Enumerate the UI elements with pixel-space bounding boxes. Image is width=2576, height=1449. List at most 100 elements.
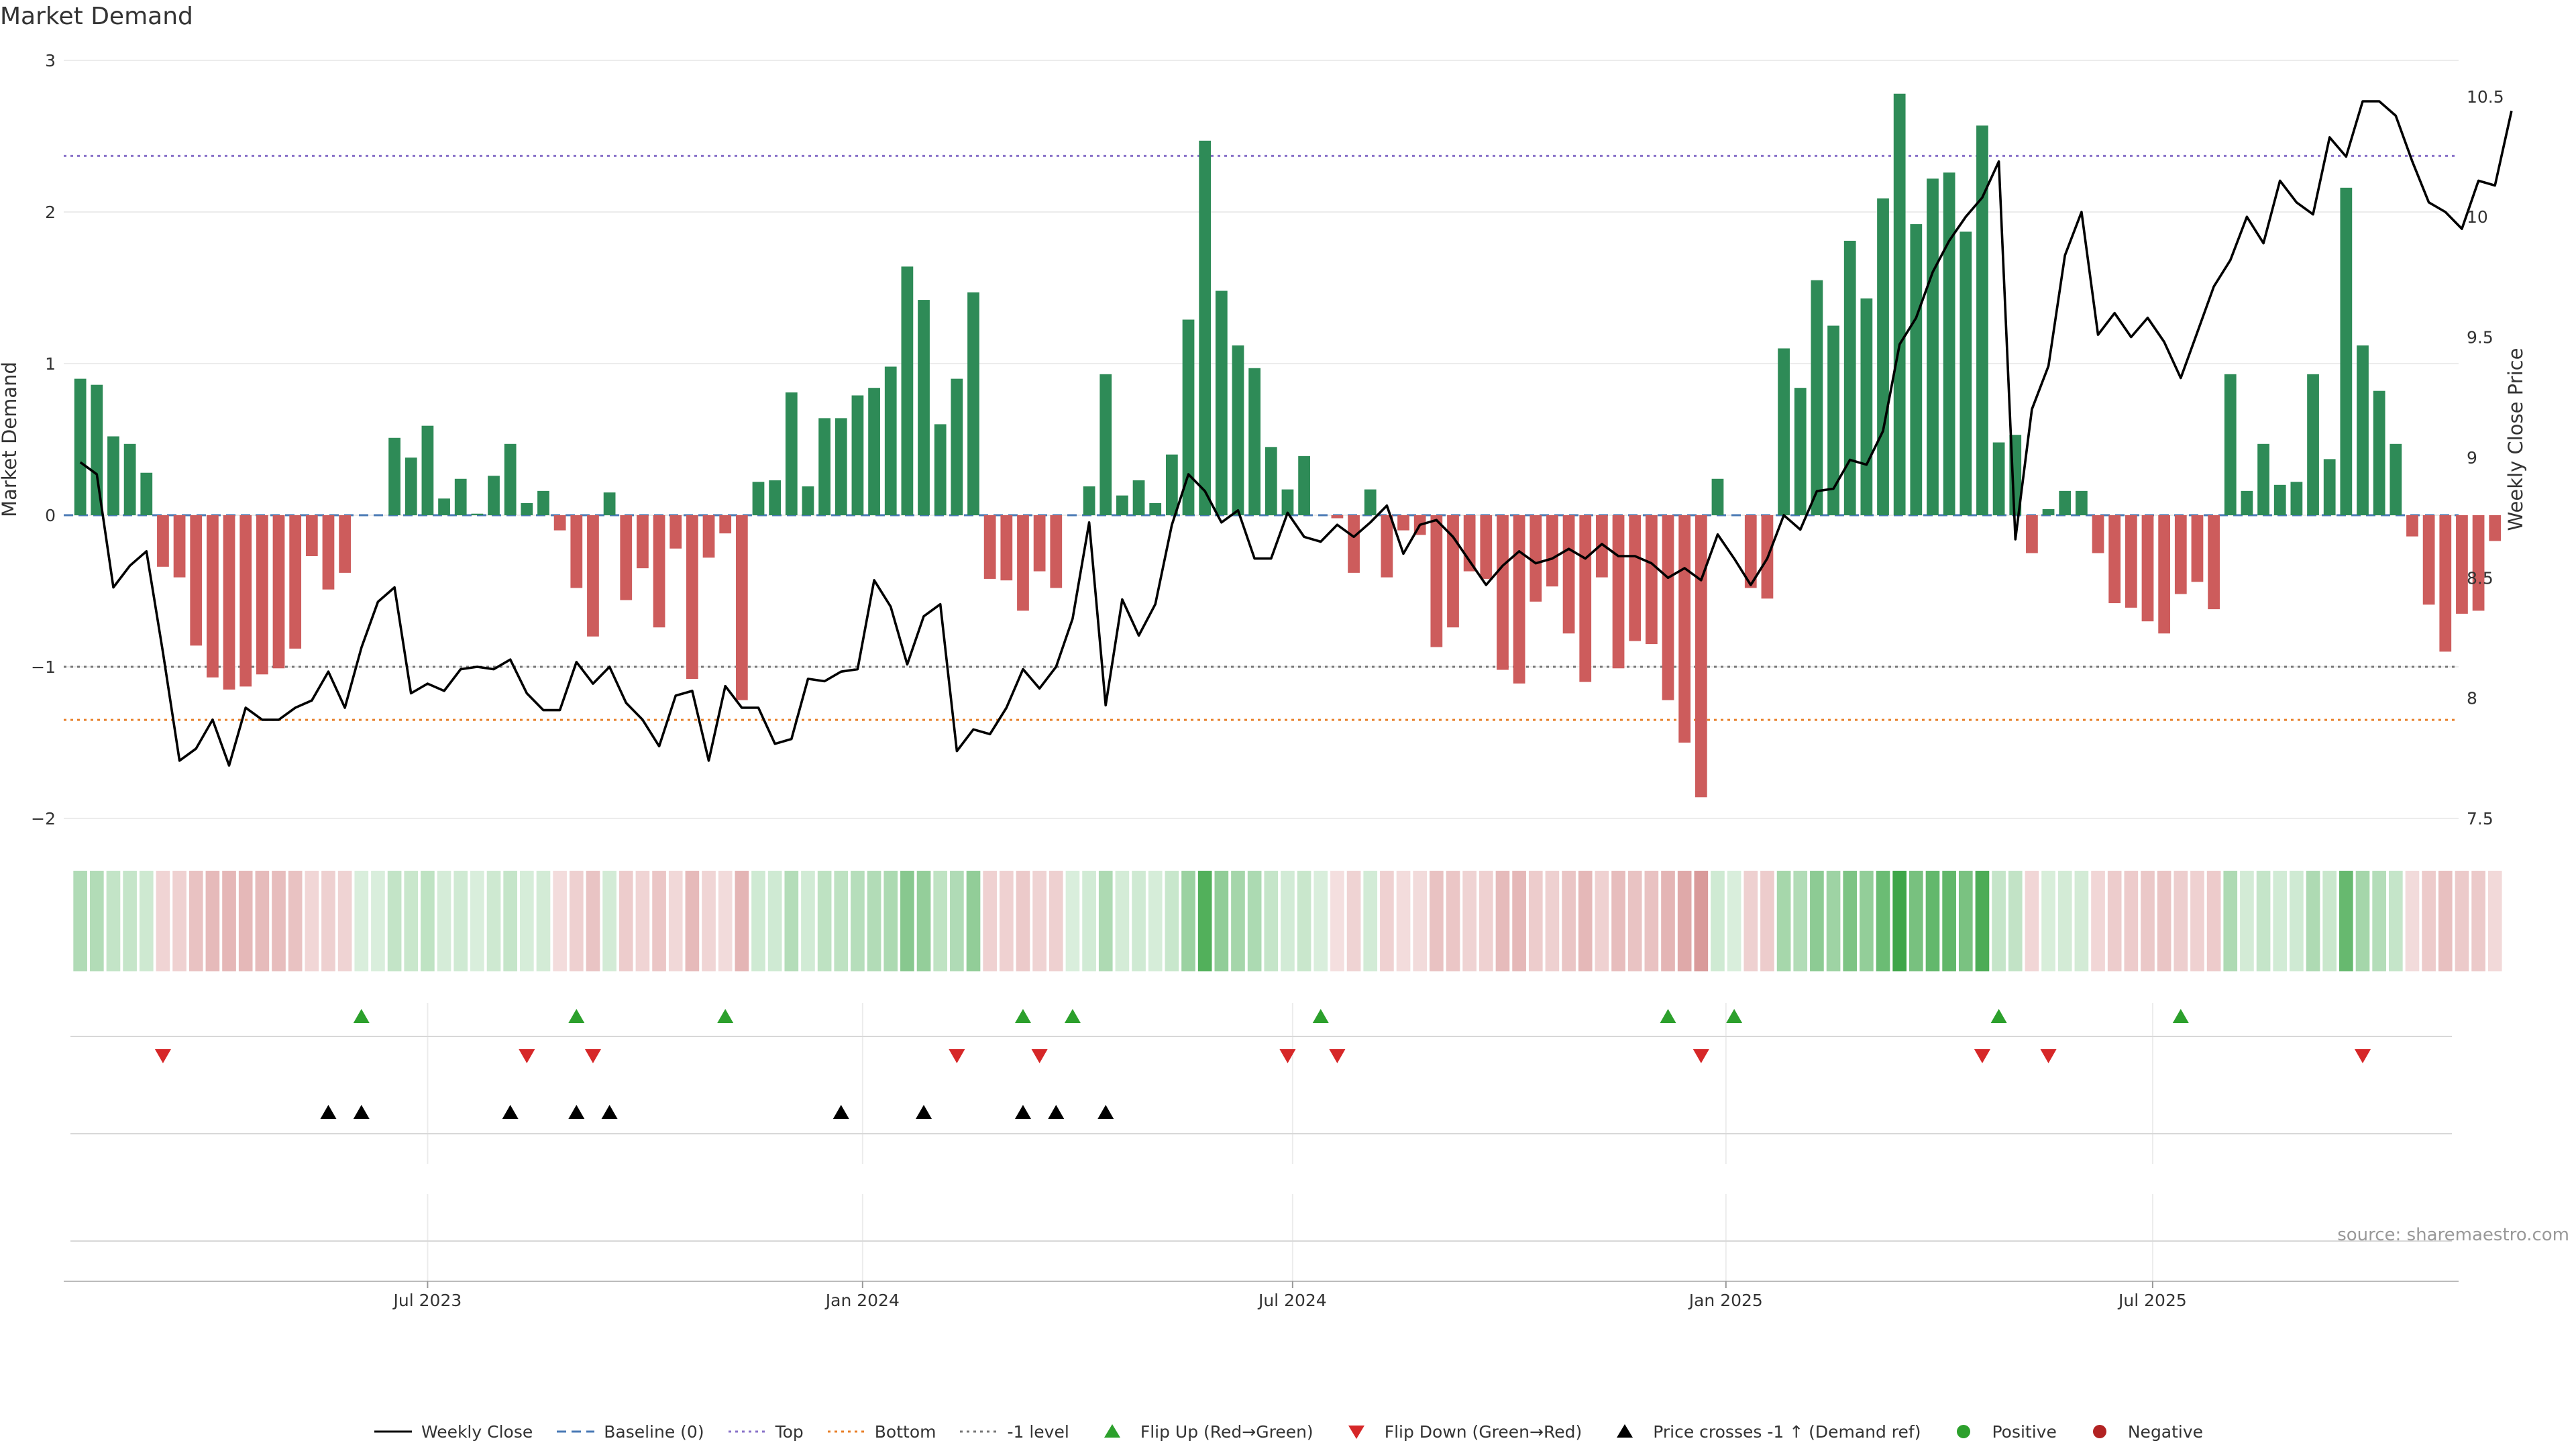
flip-up-marker: [353, 1009, 370, 1023]
demand-bar: [2307, 374, 2319, 515]
heat-cell: [635, 871, 650, 971]
demand-bar: [1860, 298, 1873, 515]
demand-bar: [851, 395, 864, 515]
demand-bar: [1877, 198, 1889, 515]
demand-bar: [504, 443, 517, 515]
heat-cell: [1694, 871, 1709, 971]
heat-cell: [883, 871, 898, 971]
heat-cell: [453, 871, 468, 971]
flip-down-marker: [2355, 1049, 2371, 1063]
demand-bar: [2042, 508, 2055, 515]
heat-cell: [1032, 871, 1046, 971]
demand-bar: [1596, 515, 1608, 578]
demand-bar: [272, 515, 285, 669]
heat-cell: [2074, 871, 2089, 971]
demand-bar: [785, 392, 798, 515]
heat-cell: [2256, 871, 2271, 971]
legend-label: Flip Up (Red→Green): [1140, 1421, 1313, 1442]
heat-cell: [668, 871, 683, 971]
heat-cell: [2372, 871, 2386, 971]
heat-cell: [2240, 871, 2254, 971]
demand-bar: [884, 366, 897, 515]
legend: Weekly Close Baseline (0) Top Bottom -1 leve…: [0, 1418, 2576, 1445]
heat-cell: [1446, 871, 1460, 971]
demand-bar: [2456, 515, 2468, 614]
demand-bar: [1381, 515, 1393, 578]
heat-cell: [1297, 871, 1311, 971]
demand-bar: [1132, 480, 1145, 515]
right-tick-label: 10.5: [2467, 87, 2504, 107]
legend-symbol: [557, 1430, 595, 1433]
heat-cell: [801, 871, 815, 971]
heat-cell: [421, 871, 435, 971]
price-cross-marker: [1097, 1105, 1114, 1119]
legend-label: Positive: [1992, 1421, 2057, 1442]
demand-bar: [1910, 224, 1923, 515]
demand-bar: [2241, 490, 2253, 515]
x-axis-layer: Jul 2023 Jan 2024 Jul 2024 Jan 2025 Jul 2025: [64, 1281, 2459, 1310]
heat-cell: [1627, 871, 1642, 971]
price-cross-marker: [601, 1105, 618, 1119]
flip-up-marker: [1014, 1009, 1031, 1023]
demand-bar: [1744, 515, 1757, 588]
heat-cell: [1313, 871, 1328, 971]
price-cross-marker: [1048, 1105, 1065, 1119]
right-tick-label: 8.5: [2467, 568, 2493, 588]
chart-title: Market Demand: [0, 3, 193, 30]
demand-bar: [735, 515, 748, 700]
demand-bar: [223, 515, 235, 690]
heat-cell: [1677, 871, 1692, 971]
demand-bar: [570, 515, 583, 588]
demand-bar: [239, 515, 252, 687]
heat-cell: [1396, 871, 1411, 971]
heat-cell: [602, 871, 616, 971]
demand-bar: [2290, 482, 2303, 515]
right-tick-label: 10: [2467, 207, 2488, 227]
heat-cell: [834, 871, 849, 971]
flip-up-marker: [1312, 1009, 1329, 1023]
heat-cell: [189, 871, 203, 971]
demand-bar: [1943, 172, 1955, 515]
heat-cell: [2455, 871, 2469, 971]
heat-cell: [784, 871, 799, 971]
heat-cell: [735, 871, 749, 971]
demand-bar: [1364, 489, 1377, 515]
demand-bar: [1497, 515, 1509, 670]
heat-cell: [1082, 871, 1096, 971]
price-cross-marker: [1014, 1105, 1031, 1119]
heat-cell: [1479, 871, 1493, 971]
heat-cell: [586, 871, 600, 971]
heat-cell: [73, 871, 87, 971]
demand-bar: [2125, 515, 2137, 608]
heat-cell: [1892, 871, 1907, 971]
heat-cell: [1860, 871, 1874, 971]
left-tick-label: −2: [31, 809, 56, 828]
price-cross-marker: [353, 1105, 370, 1119]
heat-cell: [305, 871, 319, 971]
heat-cell: [2124, 871, 2139, 971]
demand-bar: [1827, 325, 1839, 515]
demand-bar: [918, 300, 930, 515]
flip-down-marker: [949, 1049, 965, 1063]
demand-bar: [702, 515, 715, 558]
left-tick-label: 3: [45, 51, 56, 70]
demand-bar: [91, 384, 103, 515]
demand-bar: [289, 515, 302, 649]
demand-bar: [2208, 515, 2220, 610]
demand-bar: [421, 425, 434, 515]
demand-bar: [1430, 515, 1443, 647]
demand-bar: [521, 502, 533, 515]
heat-cell: [2487, 871, 2502, 971]
heat-cell: [1545, 871, 1560, 971]
legend-item: Baseline (0): [555, 1421, 704, 1442]
flip-up-marker: [1990, 1009, 2007, 1023]
demand-bar: [1348, 515, 1360, 573]
demand-bar: [1794, 388, 1807, 515]
heat-cell: [1793, 871, 1808, 971]
price-line: [79, 100, 2513, 767]
heat-cell: [1776, 871, 1791, 971]
demand-bar: [1662, 515, 1674, 700]
flip-down-marker: [519, 1049, 535, 1063]
demand-bar: [1811, 280, 1823, 515]
demand-bar: [537, 490, 549, 515]
